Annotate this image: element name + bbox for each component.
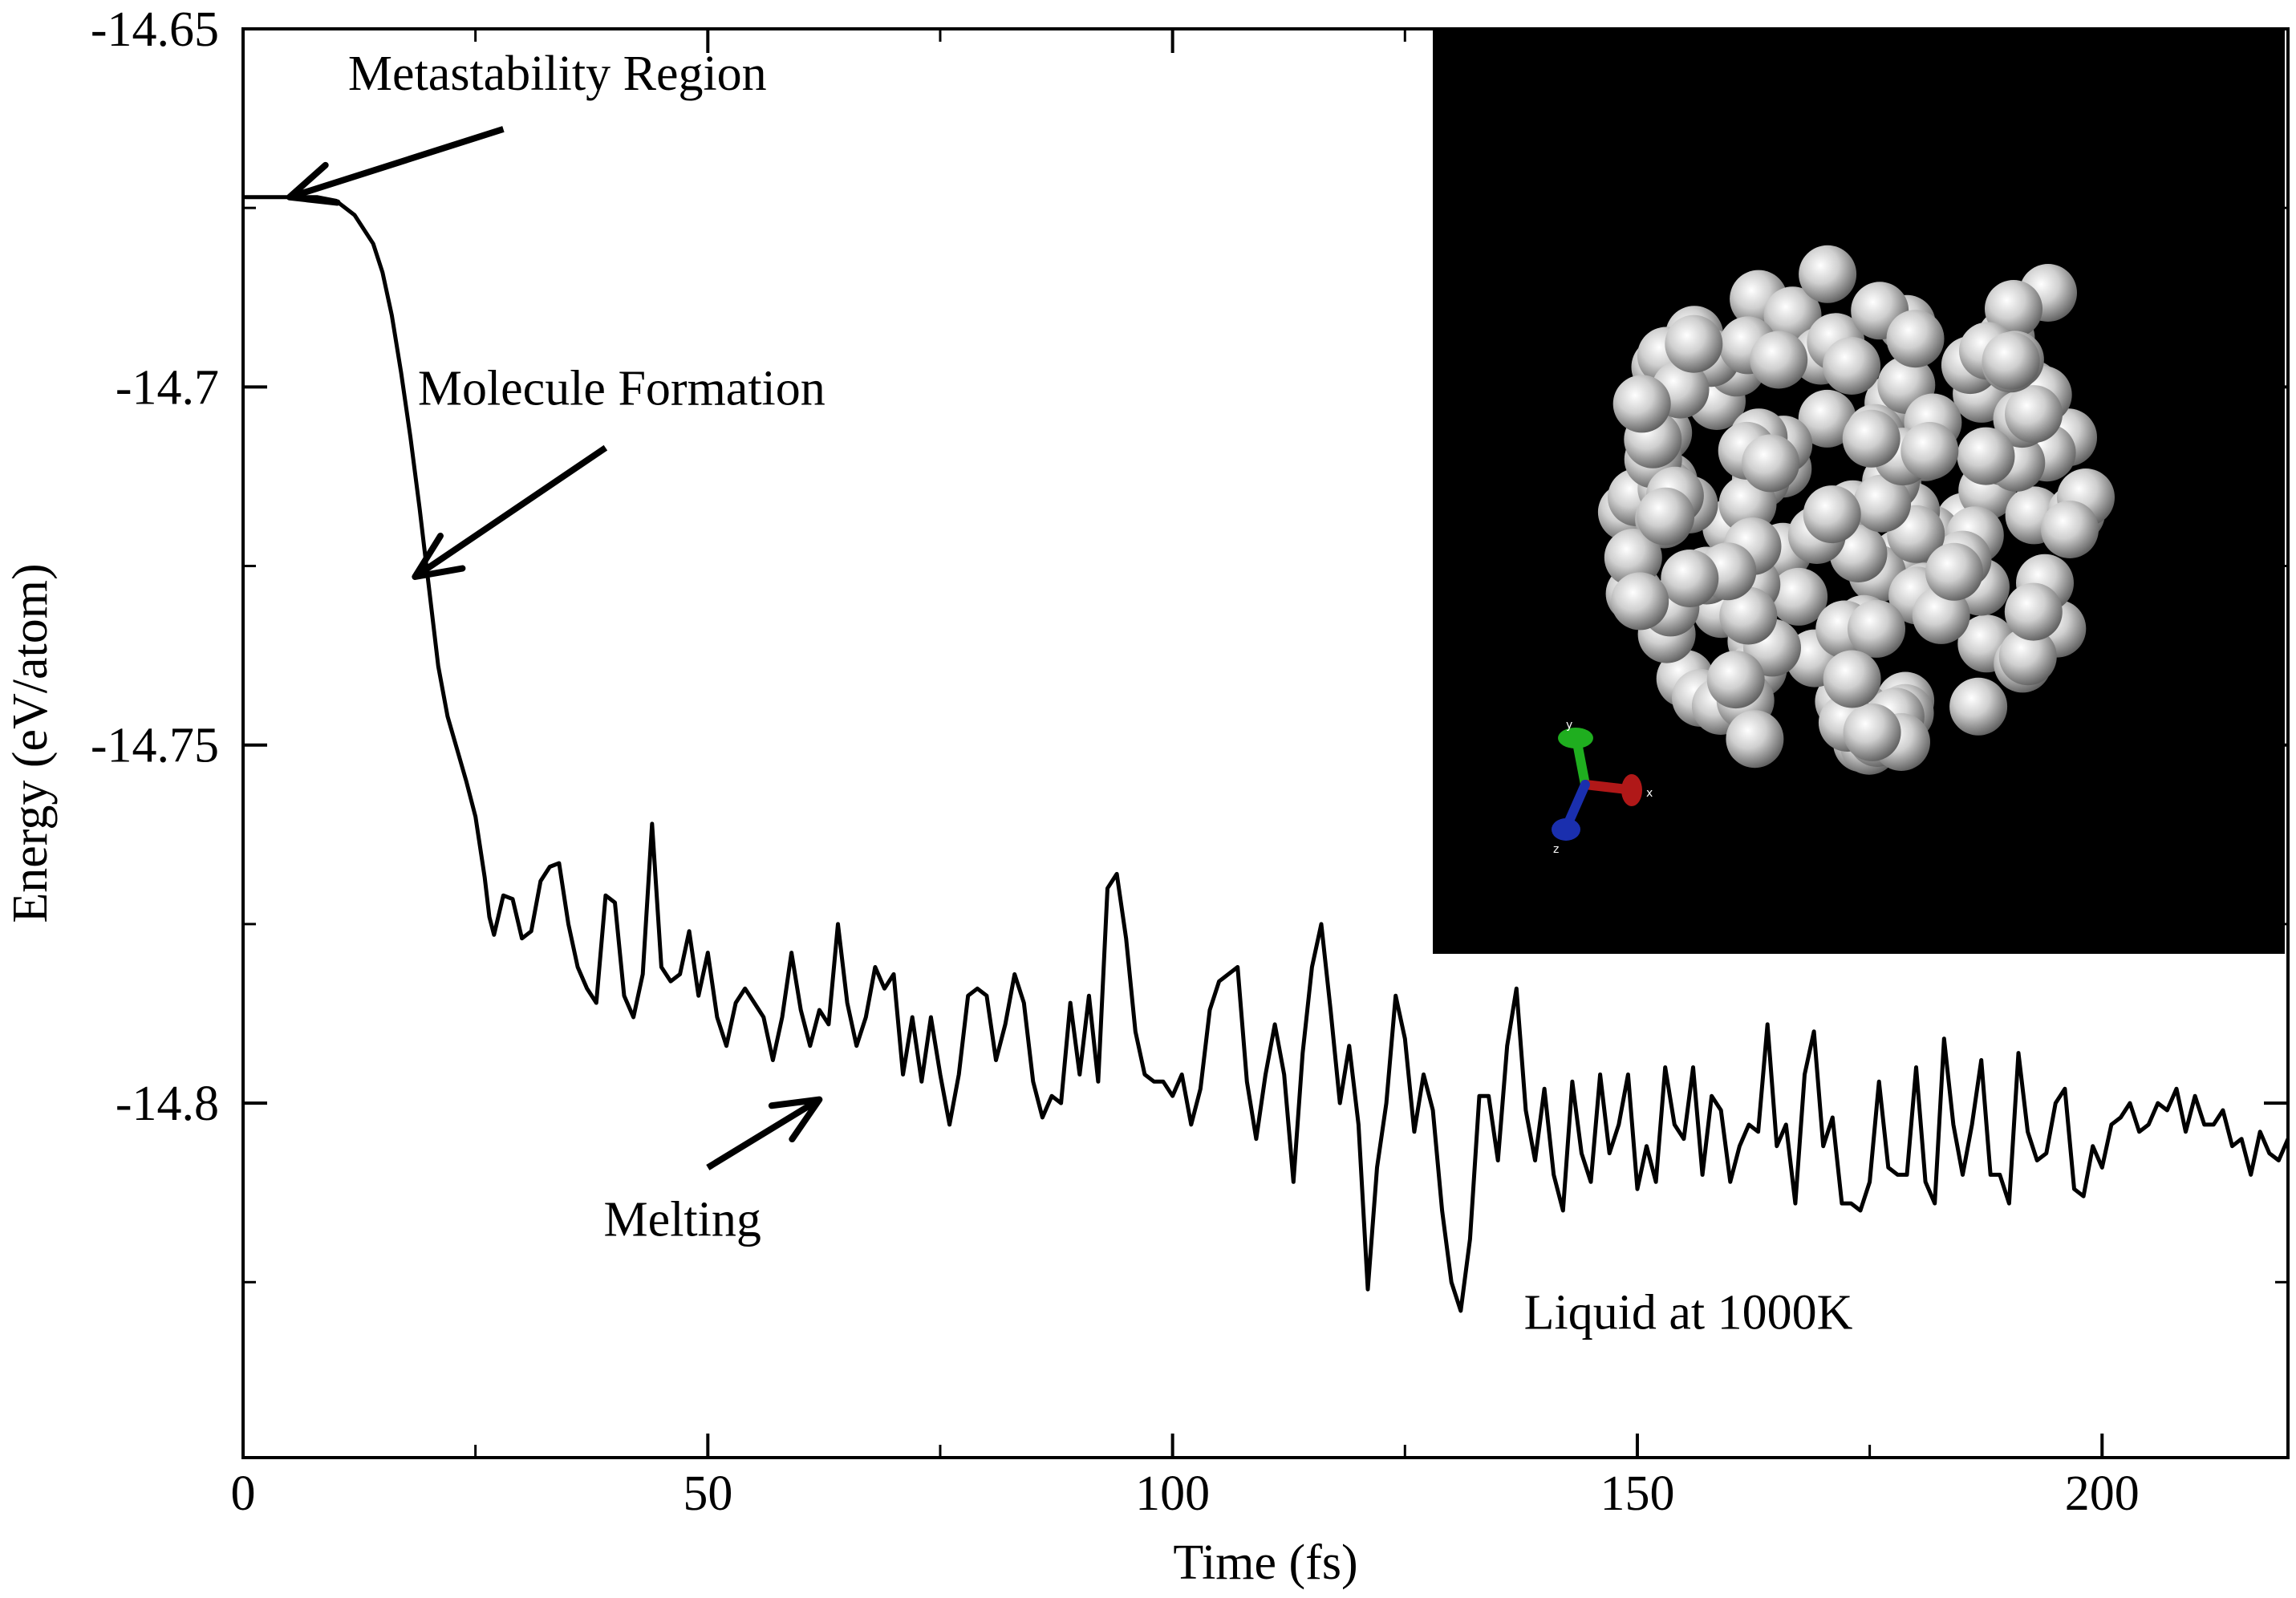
atom-sphere	[1706, 651, 1765, 709]
atom-sphere	[1843, 703, 1901, 761]
annotation-label: Metastability Region	[348, 47, 767, 101]
atom-sphere	[2005, 385, 2063, 444]
atom-sphere	[1982, 331, 2040, 390]
y-axis-label: y	[1566, 719, 1572, 732]
atom-sphere	[1900, 422, 1959, 480]
x-axis-cone	[1621, 774, 1642, 806]
atom-sphere	[1799, 245, 1857, 303]
x-tick-label: 150	[1600, 1466, 1674, 1521]
x-axis-title: Time (fs)	[1173, 1535, 1357, 1590]
atom-sphere	[1848, 599, 1905, 658]
y-tick-label: -14.8	[116, 1077, 219, 1131]
annotation-arrow-head	[286, 161, 341, 206]
atom-sphere	[1763, 286, 1822, 345]
x-tick-label: 0	[231, 1466, 256, 1521]
atom-sphere	[1665, 314, 1723, 373]
x-axis-label: x	[1646, 787, 1653, 800]
atom-sphere	[1637, 487, 1695, 546]
atom-sphere	[1719, 586, 1778, 645]
y-axis-title: Energy (eV/atom)	[3, 563, 58, 923]
plot-frame	[241, 27, 2290, 1459]
x-axis-arrow	[1580, 780, 1632, 794]
atom-sphere	[1957, 427, 2015, 485]
atom-sphere	[1726, 710, 1784, 769]
atom-sphere	[1611, 572, 1669, 631]
atom-sphere	[2004, 582, 2063, 641]
annotation-label: Liquid at 1000K	[1524, 1285, 1853, 1340]
atom-sphere	[1886, 310, 1945, 368]
annotation-arrow-head	[412, 532, 466, 580]
annotation-label: Molecule Formation	[418, 362, 826, 416]
atom-sphere	[1803, 485, 1861, 544]
atom-sphere	[1949, 677, 2008, 736]
atom-sphere	[1823, 650, 1881, 708]
atom-sphere	[1925, 542, 1983, 601]
atom-sphere	[1604, 529, 1662, 586]
y-tick-label: -14.7	[116, 360, 219, 415]
x-tick-label: 100	[1135, 1466, 1210, 1521]
atom-sphere	[1985, 280, 2042, 338]
x-tick-label: 200	[2065, 1466, 2140, 1521]
z-axis-label: z	[1553, 843, 1559, 856]
annotation-layer: Metastability Region Molecule Formation Me…	[286, 47, 1853, 1340]
inset-layer: y x z	[1433, 29, 2285, 954]
atom-sphere	[1912, 586, 1970, 644]
atom-sphere	[1750, 331, 1808, 389]
z-axis-arrow	[1563, 780, 1590, 829]
atom-sphere	[2041, 501, 2099, 558]
plot-layer	[243, 195, 2290, 1313]
atom-sphere	[1998, 627, 2057, 686]
atom-sphere	[1612, 375, 1671, 433]
tick-layer: 0 50 100 150 200 -14.65 -14.7 -14.75 -14.8	[91, 2, 2288, 1521]
y-tick-label: -14.65	[91, 2, 219, 57]
atom-sphere	[1742, 434, 1800, 493]
x-tick-label: 50	[683, 1466, 732, 1521]
y-axis-arrow	[1572, 738, 1590, 789]
annotation-arrow-head	[768, 1096, 823, 1143]
y-tick-label: -14.75	[91, 719, 219, 773]
atom-sphere	[1842, 409, 1900, 468]
atom-sphere	[1661, 550, 1719, 607]
annotation-arrow-shaft	[413, 444, 608, 580]
atom-sphere	[1853, 474, 1912, 533]
annotation-arrow-shaft	[288, 126, 505, 201]
atom-sphere	[1770, 567, 1828, 626]
y-axis-cone	[1558, 728, 1593, 748]
annotation-arrow-shaft	[706, 1097, 821, 1170]
atom-sphere	[1823, 337, 1881, 395]
energy-series-line	[243, 195, 2290, 1313]
annotation-label: Melting	[604, 1192, 761, 1247]
z-axis-cone	[1552, 818, 1580, 841]
atom-sphere	[1798, 389, 1856, 448]
